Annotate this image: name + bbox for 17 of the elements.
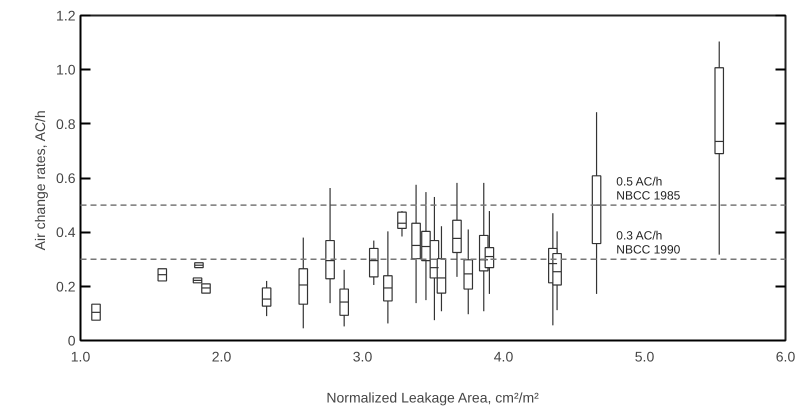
y-tick-label: 0.4: [56, 224, 76, 240]
y-tick-label: 0.8: [56, 116, 76, 132]
x-tick-label: 6.0: [776, 348, 796, 364]
y-tick-label: 0: [68, 332, 76, 348]
y-tick-label: 0.2: [56, 278, 76, 294]
x-tick-label: 3.0: [352, 348, 372, 364]
x-axis-title: Normalized Leakage Area, cm²/m²: [326, 390, 540, 406]
ref-line-label: 0.5 AC/h NBCC 1985: [616, 174, 681, 202]
x-tick-label: 4.0: [494, 348, 514, 364]
x-tick-label: 2.0: [212, 348, 232, 364]
y-axis-title: Air change rates, AC/h: [32, 110, 48, 250]
y-tick-label: 1.0: [56, 62, 76, 78]
x-tick-label: 5.0: [634, 348, 654, 364]
y-tick-label: 0.6: [56, 170, 76, 186]
ref-line-label: 0.3 AC/h NBCC 1990: [616, 228, 681, 257]
x-tick-label: 1.0: [70, 348, 90, 364]
y-tick-label: 1.2: [56, 8, 76, 24]
